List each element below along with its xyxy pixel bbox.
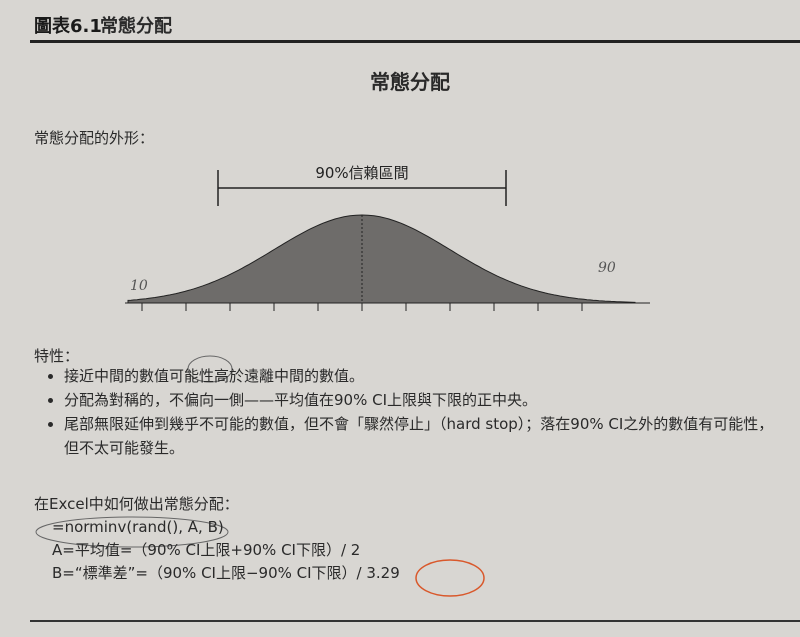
property-item: 分配為對稱的，不偏向一側——平均值在90% CI上限與下限的正中央。 xyxy=(64,388,784,412)
bell-curve xyxy=(127,214,636,304)
excel-section: 在Excel中如何做出常態分配： =norminv(rand(), A, B) … xyxy=(34,493,400,585)
figure-title: 常態分配 xyxy=(100,16,172,37)
b-definition: B=“標準差”=（90% CI上限−90% CI下限）/ 3.29 xyxy=(52,564,400,582)
excel-formula: =norminv(rand(), A, B) xyxy=(52,518,224,536)
properties-list: 接近中間的數值可能性高於遠離中間的數值。 分配為對稱的，不偏向一側——平均值在9… xyxy=(44,364,784,460)
shape-label: 常態分配的外形： xyxy=(34,129,155,147)
property-item: 尾部無限延伸到幾乎不可能的數值，但不會「驟然停止」（hard stop）；落在9… xyxy=(64,412,784,460)
handwritten-90: 90 xyxy=(598,260,616,276)
bottom-rule xyxy=(30,620,800,622)
handwritten-10: 10 xyxy=(130,278,148,294)
formula-circle-annotation xyxy=(35,516,229,548)
property-item: 接近中間的數值可能性高於遠離中間的數值。 xyxy=(64,364,784,388)
interval-label: 90%信賴區間 xyxy=(315,164,408,182)
properties-label: 特性： xyxy=(34,347,80,365)
circle-annotation xyxy=(187,355,233,383)
chart-title: 常態分配 xyxy=(370,70,450,94)
figure-label: 圖表6.1 xyxy=(34,16,102,37)
red-circle-annotation xyxy=(415,559,485,597)
a-definition: A=平均值=（90% CI上限+90% CI下限）/ 2 xyxy=(52,541,361,559)
top-rule xyxy=(30,40,800,43)
excel-heading: 在Excel中如何做出常態分配： xyxy=(34,495,239,513)
axis-ticks xyxy=(141,303,583,311)
